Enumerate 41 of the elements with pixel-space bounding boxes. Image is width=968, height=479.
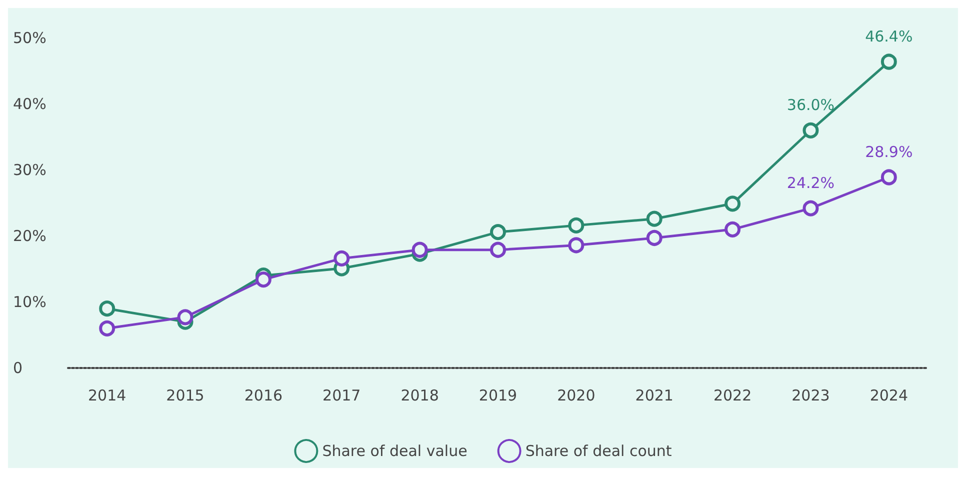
point	[490, 242, 506, 258]
y-tick-label: 40%	[13, 95, 46, 113]
x-tick-label: 2015	[166, 386, 204, 404]
point	[724, 196, 741, 212]
data-label: 28.9%	[865, 142, 913, 161]
point	[177, 309, 194, 326]
point	[255, 272, 272, 288]
y-tick-label: 10%	[13, 293, 46, 311]
y-tick-label: 30%	[13, 161, 46, 179]
point	[99, 320, 116, 336]
point	[334, 250, 350, 266]
x-tick-label: 2020	[557, 386, 596, 404]
y-tick-label: 0	[13, 359, 23, 377]
point	[646, 230, 662, 246]
x-tick-label: 2017	[322, 386, 361, 404]
x-tick-label: 2018	[400, 386, 439, 404]
point	[568, 237, 584, 254]
x-tick-label: 2022	[713, 386, 752, 404]
y-tick-label: 20%	[13, 227, 46, 245]
x-tick-label: 2019	[478, 386, 518, 404]
point	[802, 122, 819, 138]
x-tick-label: 2024	[870, 386, 908, 404]
legend-label: Share of deal count	[525, 442, 672, 460]
x-tick-label: 2014	[88, 386, 126, 404]
y-tick-label: 50%	[13, 29, 46, 47]
legend-label: Share of deal value	[322, 442, 468, 460]
x-tick-label: 2016	[244, 386, 283, 404]
point	[412, 242, 428, 258]
point	[724, 221, 741, 238]
point	[568, 217, 584, 234]
x-tick-label: 2021	[635, 386, 674, 404]
data-label: 36.0%	[786, 96, 835, 114]
point	[99, 300, 116, 317]
point	[802, 200, 819, 216]
data-label: 24.2%	[786, 174, 835, 192]
point	[490, 224, 506, 240]
data-label: 46.4%	[865, 27, 913, 46]
x-tick-label: 2023	[792, 386, 830, 404]
point	[880, 169, 897, 186]
point	[880, 54, 897, 70]
point	[646, 210, 662, 227]
